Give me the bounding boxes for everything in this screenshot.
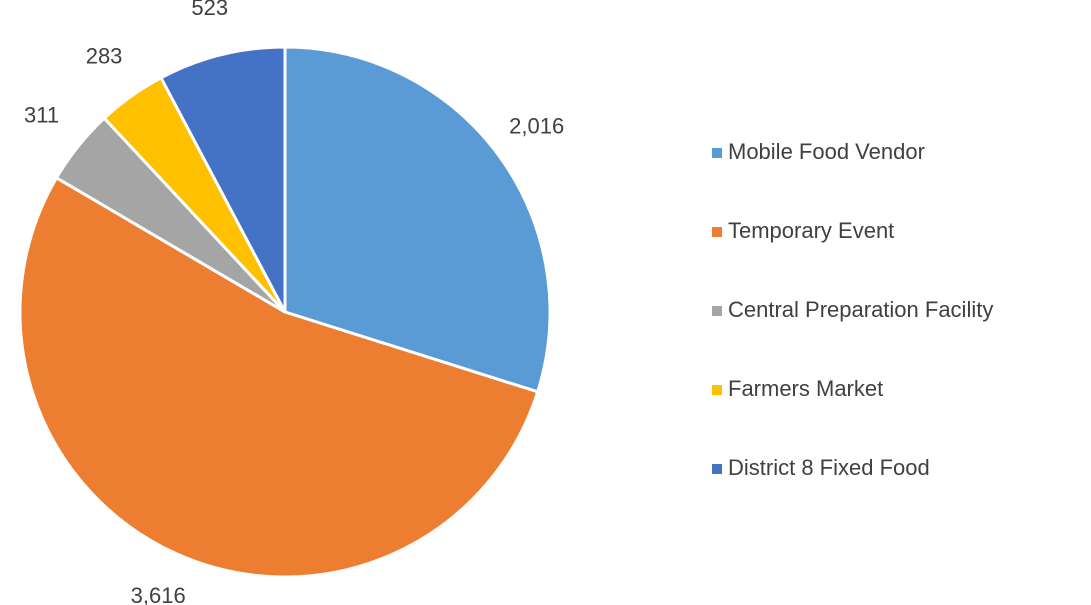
legend-label: Central Preparation Facility: [728, 297, 993, 322]
data-label: 311: [24, 103, 59, 128]
data-label: 523: [191, 0, 228, 20]
pie-slice: [18, 176, 540, 579]
legend-swatch: [712, 148, 722, 158]
legend-swatch: [712, 385, 722, 395]
legend-swatch: [712, 227, 722, 237]
data-label: 283: [86, 44, 123, 69]
data-label: 3,616: [131, 583, 186, 605]
legend-swatch: [712, 464, 722, 474]
legend-label: Temporary Event: [728, 218, 894, 243]
legend-label: Mobile Food Vendor: [728, 139, 925, 164]
pie-slice: [159, 45, 287, 314]
data-label: 2,016: [509, 113, 564, 138]
legend-label: Farmers Market: [728, 376, 883, 401]
pie-slice: [283, 45, 552, 394]
legend-label: District 8 Fixed Food: [728, 455, 930, 480]
legend-swatch: [712, 306, 722, 316]
